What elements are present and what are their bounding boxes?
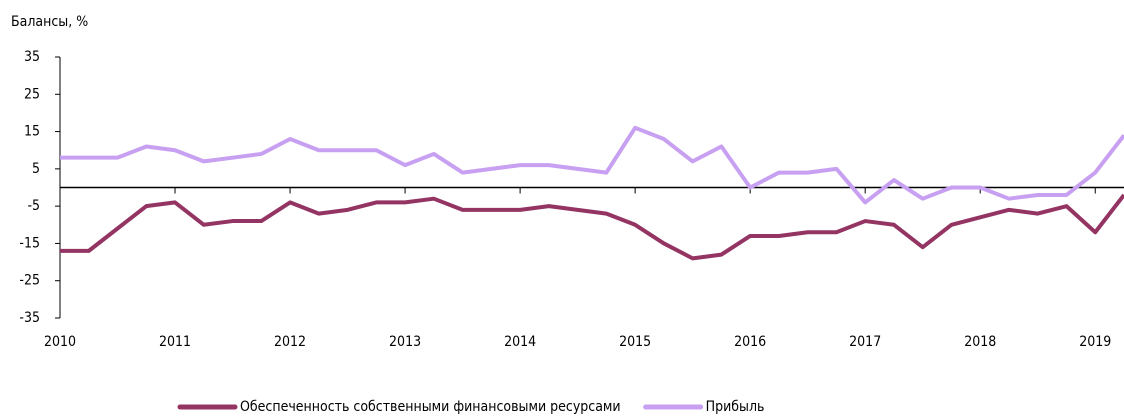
x-tick-label: 2014 <box>504 334 536 350</box>
y-tick-label: -15 <box>19 235 40 251</box>
legend: Обеспеченность собственными финансовыми … <box>177 399 765 415</box>
x-tick-label: 2016 <box>734 334 766 350</box>
x-tick-label: 2015 <box>619 334 651 350</box>
y-tick-label: -5 <box>27 198 40 214</box>
legend-label: Прибыль <box>706 399 765 415</box>
y-tick-label: -25 <box>19 273 40 289</box>
y-tick-label: 25 <box>24 86 40 102</box>
plot <box>60 125 1124 261</box>
x-tick-label: 2018 <box>964 334 996 350</box>
y-tick-label: 15 <box>24 124 40 140</box>
legend-label: Обеспеченность собственными финансовыми … <box>240 399 621 415</box>
x-tick-label: 2019 <box>1079 334 1111 350</box>
chart-title: Балансы, % <box>11 14 88 30</box>
y-tick-label: 35 <box>24 49 40 65</box>
x-tick-label: 2010 <box>44 334 76 350</box>
x-tick-label: 2011 <box>159 334 191 350</box>
line-series <box>60 193 1124 261</box>
line-series <box>60 125 1124 205</box>
y-tick-label: 5 <box>32 161 40 177</box>
x-tick-label: 2012 <box>274 334 306 350</box>
x-tick-label: 2013 <box>389 334 421 350</box>
x-tick-label: 2017 <box>849 334 881 350</box>
y-tick-label: -35 <box>19 310 40 326</box>
